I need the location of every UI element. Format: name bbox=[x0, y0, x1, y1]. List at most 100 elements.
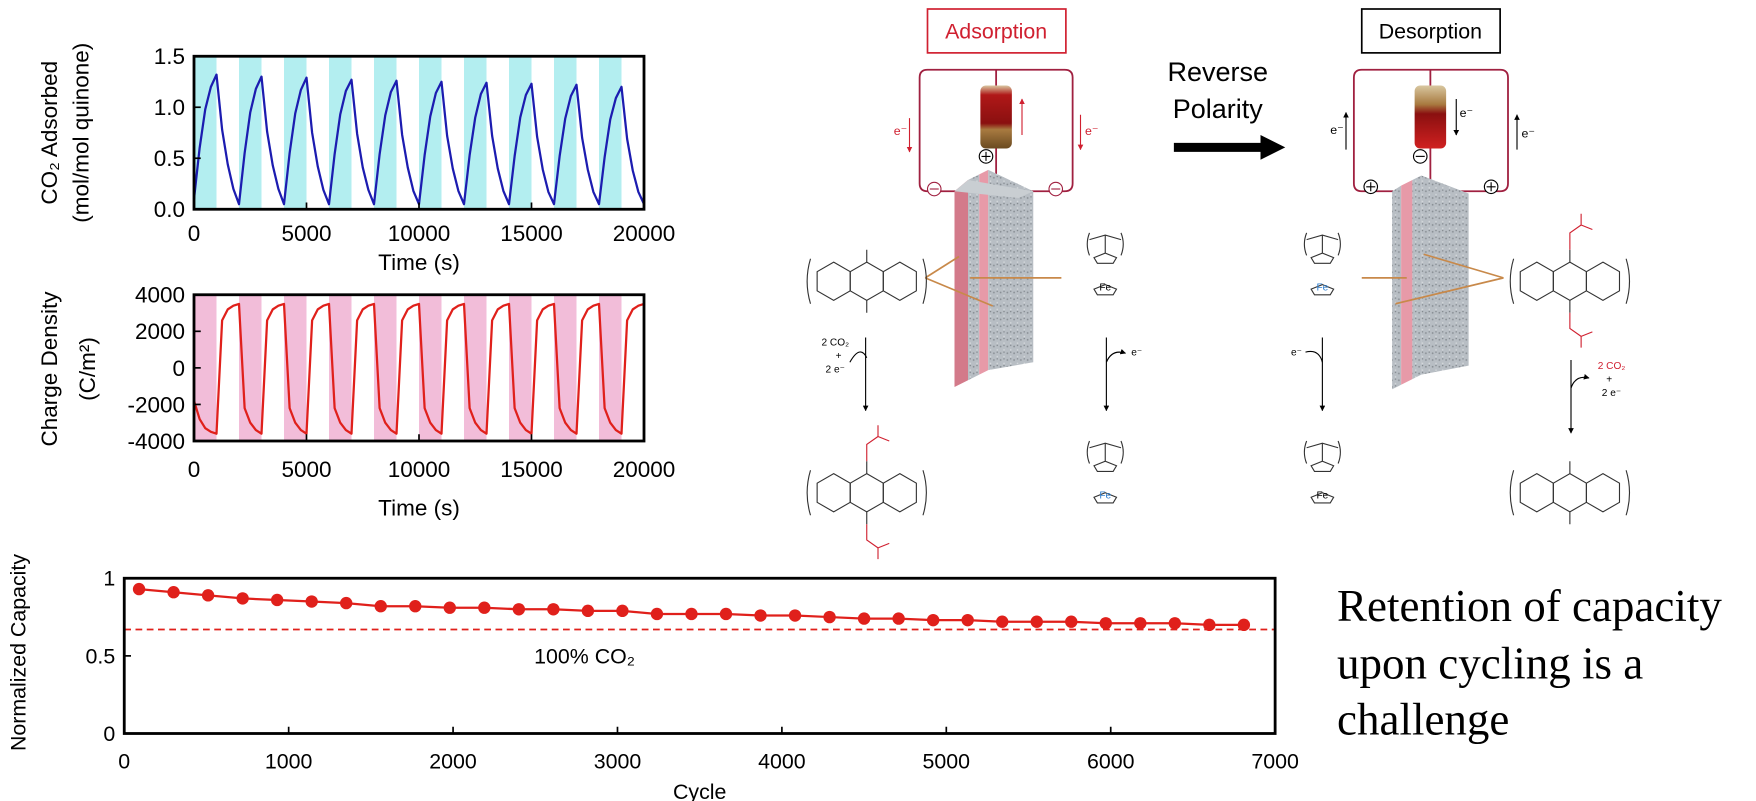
data-point bbox=[547, 603, 560, 616]
reaction-label: 2 e⁻ bbox=[826, 364, 845, 375]
fe-label: Fe bbox=[1316, 282, 1328, 293]
adsorption-box bbox=[926, 8, 1067, 54]
x-tick-label: 1000 bbox=[265, 749, 313, 773]
data-point bbox=[857, 612, 871, 625]
x-tick-label: 20000 bbox=[613, 457, 676, 482]
reverse-label: Reverse bbox=[1167, 57, 1268, 87]
x-tick-label: 5000 bbox=[923, 749, 971, 773]
caption-line: upon cycling is a bbox=[1337, 638, 1643, 688]
data-point bbox=[1065, 615, 1078, 628]
electron-label: e⁻ bbox=[1131, 348, 1142, 359]
data-point bbox=[167, 586, 180, 599]
reverse-label: Polarity bbox=[1173, 94, 1264, 124]
desorption-box bbox=[1360, 8, 1501, 54]
data-point bbox=[478, 601, 491, 614]
shaded-span bbox=[464, 56, 487, 210]
shaded-span bbox=[374, 56, 397, 210]
x-tick-label: 4000 bbox=[758, 749, 806, 773]
y-tick-label: 0 bbox=[172, 356, 185, 381]
y-axis-label: Normalized Capacity bbox=[6, 554, 30, 751]
x-tick-label: 2000 bbox=[429, 749, 477, 773]
electron-label: e⁻ bbox=[1330, 123, 1343, 137]
y-axis-label: (mol/mol quinone) bbox=[68, 43, 93, 223]
data-point bbox=[374, 600, 387, 613]
x-tick-label: 0 bbox=[188, 221, 201, 246]
x-tick-label: 20000 bbox=[613, 221, 676, 246]
caption-line: Retention of capacity bbox=[1337, 581, 1722, 631]
x-tick-label: 10000 bbox=[388, 457, 451, 482]
connector bbox=[1361, 253, 1504, 305]
x-axis-label: Time (s) bbox=[378, 250, 460, 275]
data-point bbox=[650, 607, 664, 621]
x-tick-label: 6000 bbox=[1087, 749, 1135, 773]
data-point bbox=[236, 592, 249, 605]
data-point bbox=[1237, 618, 1251, 632]
shaded-span bbox=[329, 56, 352, 210]
adsorption-label: Adsorption bbox=[945, 19, 1047, 43]
battery bbox=[980, 85, 1012, 149]
shaded-span bbox=[554, 56, 577, 210]
data-point bbox=[1203, 618, 1216, 632]
reaction-curl bbox=[849, 351, 868, 363]
battery bbox=[1414, 85, 1447, 149]
y-tick-label: 1.5 bbox=[154, 44, 185, 69]
connector bbox=[924, 255, 1062, 307]
data-point bbox=[926, 613, 940, 627]
x-tick-label: 15000 bbox=[500, 221, 563, 246]
data-point bbox=[409, 600, 422, 613]
x-tick-label: 0 bbox=[118, 749, 130, 773]
plus-sign bbox=[1486, 182, 1496, 192]
data-point bbox=[788, 609, 802, 622]
data-point bbox=[512, 603, 526, 616]
plus-sign bbox=[1366, 182, 1376, 192]
anthracene-carbonate bbox=[1509, 249, 1631, 314]
reaction-curl bbox=[1570, 374, 1590, 389]
y-tick-label: 0.5 bbox=[154, 146, 185, 171]
electron-label: e⁻ bbox=[1085, 124, 1098, 138]
y-tick-label: 4000 bbox=[135, 283, 185, 308]
anthraquinone bbox=[806, 249, 927, 314]
anthracene-carbonate bbox=[806, 460, 927, 525]
carbonate bbox=[866, 425, 890, 560]
y-axis-label: (C/m²) bbox=[75, 337, 100, 401]
anthraquinone bbox=[1509, 460, 1631, 525]
data-point bbox=[1099, 617, 1112, 630]
electrode-slab bbox=[954, 169, 1034, 387]
data-point bbox=[1030, 615, 1043, 628]
x-tick-label: 15000 bbox=[500, 457, 563, 482]
desorption-label: Desorption bbox=[1379, 19, 1482, 43]
y-tick-label: 0.0 bbox=[154, 197, 185, 222]
data-point bbox=[340, 596, 353, 610]
data-point bbox=[961, 613, 974, 627]
data-point bbox=[719, 607, 733, 621]
x-tick-label: 0 bbox=[188, 457, 201, 482]
y-tick-label: -4000 bbox=[127, 429, 185, 454]
data-point bbox=[132, 582, 146, 596]
x-tick-label: 3000 bbox=[594, 749, 642, 773]
shaded-span bbox=[419, 56, 442, 210]
data-point bbox=[201, 589, 215, 602]
annotation: 100% CO₂ bbox=[534, 645, 635, 669]
y-tick-label: 0.5 bbox=[86, 644, 116, 668]
data-point bbox=[685, 607, 698, 621]
electrode-slab bbox=[1392, 175, 1469, 390]
data-point bbox=[305, 595, 318, 608]
reaction-curl bbox=[1305, 350, 1323, 363]
electron-label: e⁻ bbox=[1460, 106, 1473, 120]
y-axis-label: CO₂ Adsorbed bbox=[37, 61, 62, 205]
electron-label: e⁻ bbox=[1291, 348, 1302, 359]
data-point bbox=[581, 604, 595, 618]
data-line bbox=[192, 302, 645, 435]
reaction-label: + bbox=[836, 351, 842, 362]
caption-line: challenge bbox=[1337, 695, 1509, 745]
y-tick-label: -2000 bbox=[127, 392, 185, 417]
y-tick-label: 1.0 bbox=[154, 95, 185, 120]
x-tick-label: 5000 bbox=[281, 457, 331, 482]
data-point bbox=[1168, 617, 1182, 630]
shaded-span bbox=[509, 56, 532, 210]
x-tick-label: 10000 bbox=[388, 221, 451, 246]
data-point bbox=[443, 601, 456, 614]
reaction-label: + bbox=[1606, 375, 1612, 386]
